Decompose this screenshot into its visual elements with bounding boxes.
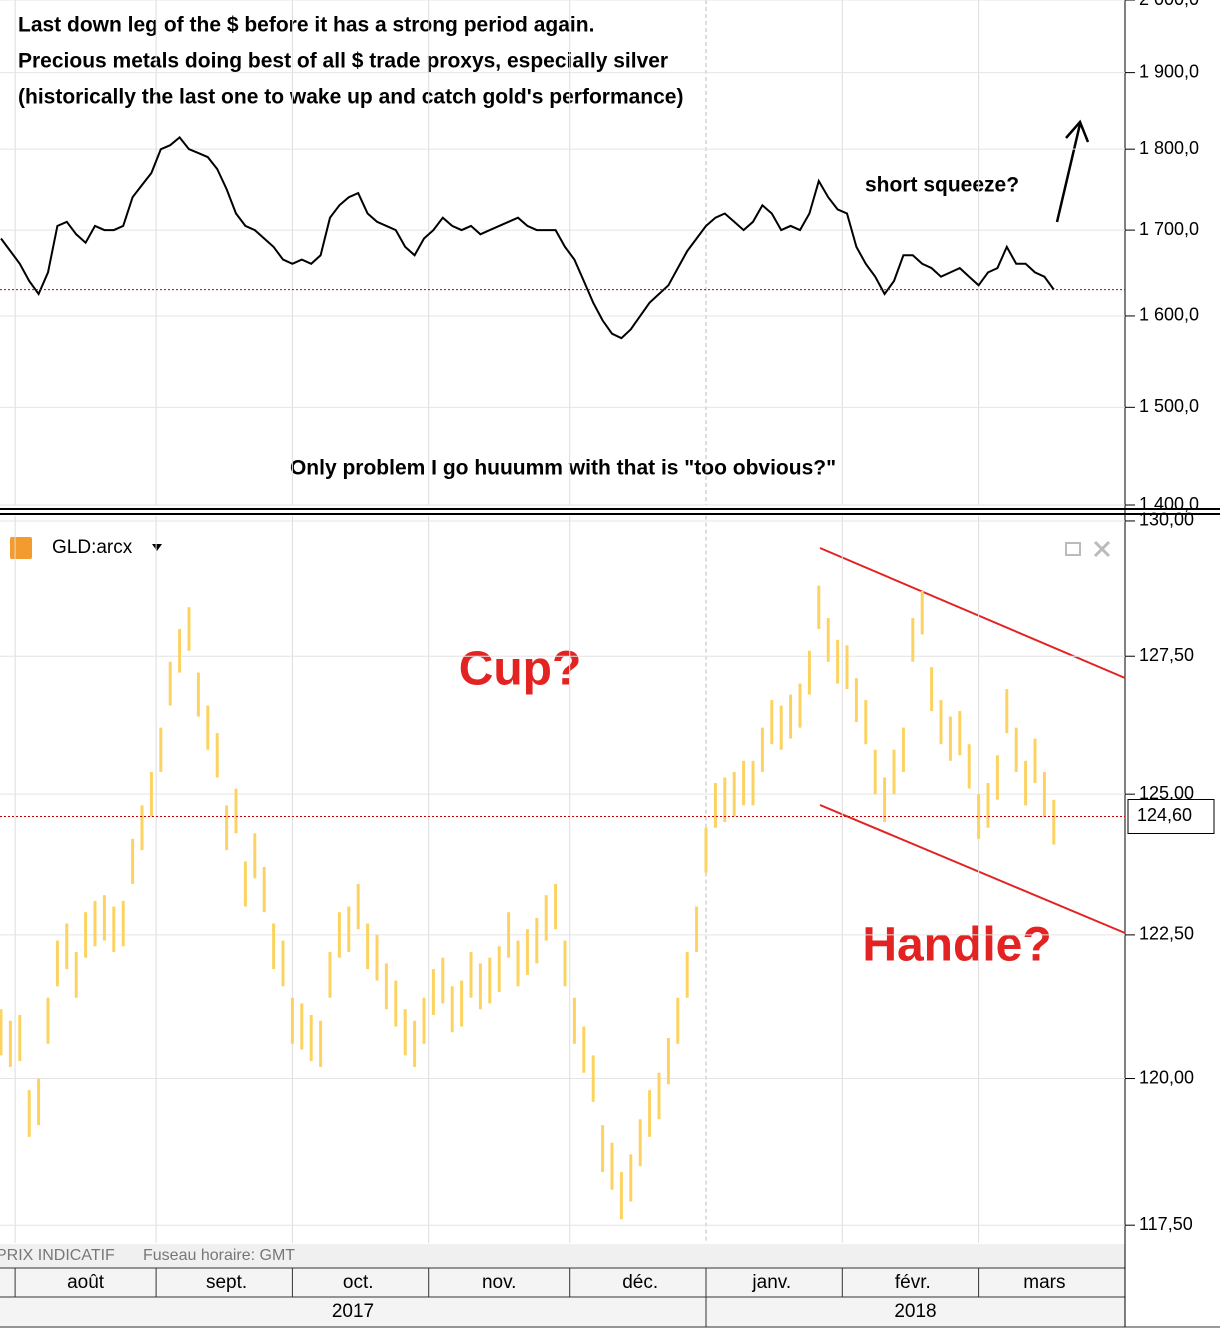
y-tick-label: 1 700,0 <box>1139 219 1199 239</box>
dropdown[interactable] <box>152 544 162 551</box>
y-tick-label: 1 800,0 <box>1139 138 1199 158</box>
x-tick-label: févr. <box>895 1272 931 1293</box>
x-group-label: 2018 <box>894 1301 936 1322</box>
price-label: 124,60 <box>1137 805 1192 825</box>
y-tick-label: 1 500,0 <box>1139 396 1199 416</box>
arrow <box>1055 123 1082 223</box>
x-tick-label: sept. <box>206 1272 247 1293</box>
footer-text: Fuseau horaire: GMT <box>143 1247 295 1264</box>
x-tick-label: janv. <box>751 1272 791 1293</box>
y-tick-label: 125,00 <box>1139 783 1194 803</box>
annotation: Only problem I go huuumm with that is "t… <box>290 457 836 480</box>
y-tick-label: 1 400,0 <box>1139 494 1199 514</box>
series-name[interactable]: GLD:arcx <box>52 537 133 558</box>
x-group-label: 2017 <box>332 1301 374 1322</box>
x-tick-label: oct. <box>343 1272 374 1293</box>
restore-button[interactable] <box>1065 542 1081 556</box>
info-strip <box>0 1244 1125 1268</box>
price-box <box>1127 798 1215 834</box>
annotation: (historically the last one to wake up an… <box>18 86 683 109</box>
x-tick-label: août <box>67 1272 105 1293</box>
y-tick-label: 2 000,0 <box>1139 0 1199 9</box>
series-icon <box>10 537 32 559</box>
x-tick-label: mars <box>1023 1272 1065 1293</box>
time-axis-bg <box>0 1268 1125 1328</box>
y-tick-label: 1 600,0 <box>1139 305 1199 325</box>
annotation: Handle? <box>862 919 1051 972</box>
annotation: Cup? <box>459 643 582 696</box>
x-tick-label: nov. <box>482 1272 517 1293</box>
annotation: Last down leg of the $ before it has a s… <box>18 14 594 37</box>
y-tick-label: 117,50 <box>1139 1214 1193 1234</box>
y-tick-label: 120,00 <box>1139 1067 1194 1087</box>
annotation: short squeeze? <box>865 174 1019 197</box>
x-tick-label: déc. <box>622 1272 658 1293</box>
y-tick-label: 130,00 <box>1139 510 1194 530</box>
footer-text: PRIX INDICATIF <box>0 1247 115 1264</box>
trend-line <box>819 804 1126 934</box>
y-tick-label: 1 900,0 <box>1139 61 1199 81</box>
close-button[interactable] <box>1093 540 1111 558</box>
y-tick-label: 127,50 <box>1139 645 1194 665</box>
annotation: Precious metals doing best of all $ trad… <box>18 50 668 73</box>
y-tick-label: 122,50 <box>1139 924 1194 944</box>
arrow-head <box>1065 119 1090 143</box>
price-line <box>0 135 1055 340</box>
